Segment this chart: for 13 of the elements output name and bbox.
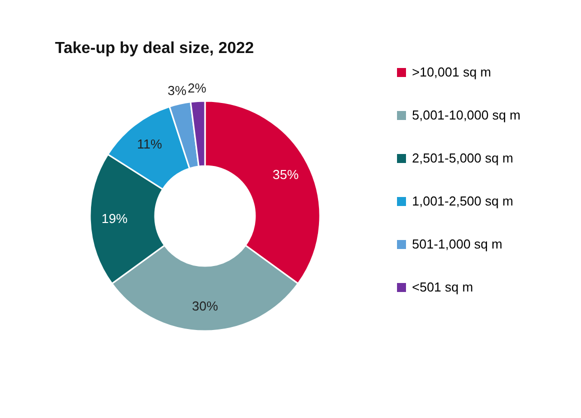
legend-label: <501 sq m [412, 280, 474, 294]
data-label: 11% [137, 136, 162, 152]
legend-label: 2,501-5,000 sq m [412, 150, 514, 166]
data-label: 30% [192, 298, 218, 314]
legend-label: 1,001-2,500 sq m [412, 194, 514, 208]
legend-label: >10,001 sq m [412, 64, 492, 80]
chart-title: Take-up by deal size, 2022 [55, 40, 254, 57]
data-label: 35% [272, 166, 300, 182]
data-label: 3% [168, 83, 187, 98]
data-label: 2% [188, 80, 207, 96]
legend-label: 5,001-10,000 sq m [412, 108, 520, 122]
data-label: 19% [102, 210, 128, 226]
legend-label: 501-1,000 sq m [412, 236, 502, 252]
